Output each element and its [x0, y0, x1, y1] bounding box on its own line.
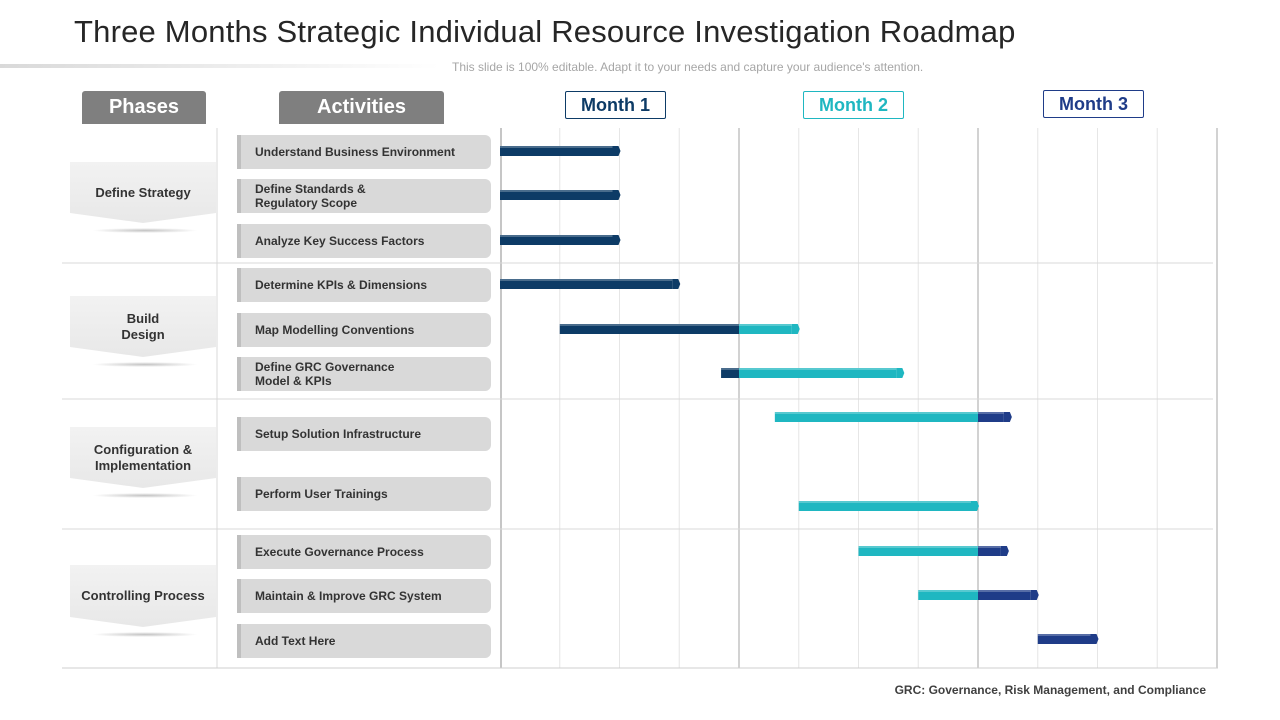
gantt-bar-segment	[918, 590, 978, 600]
gantt-bar	[774, 412, 1012, 422]
gantt-bar	[500, 235, 621, 245]
gantt-bar	[559, 324, 800, 334]
gantt-bar-arrow	[791, 324, 800, 334]
gantt-bar	[721, 368, 905, 378]
phase-shadow	[92, 228, 198, 233]
phase-shape	[70, 296, 216, 357]
footer-note: GRC: Governance, Risk Management, and Co…	[894, 683, 1206, 697]
gantt-bar-segment	[1037, 634, 1091, 644]
gantt-bar	[1037, 634, 1099, 644]
gantt-bar-arrow	[612, 146, 621, 156]
phase-shape	[70, 162, 216, 223]
activity-item: Analyze Key Success Factors	[237, 224, 491, 258]
subtitle: This slide is 100% editable. Adapt it to…	[452, 60, 924, 74]
phases-header: Phases	[82, 91, 206, 124]
gantt-bar-arrow	[1030, 590, 1039, 600]
phase-controlling-process: Controlling Process	[81, 588, 205, 603]
activity-item: Map Modelling Conventions	[237, 313, 491, 347]
activity-item: Maintain & Improve GRC System	[237, 579, 491, 613]
gantt-bar-arrow	[971, 501, 979, 511]
gantt-bar-segment	[858, 546, 978, 556]
gantt-bar	[500, 190, 621, 200]
gantt-bar-highlight	[500, 146, 613, 148]
month-3-header: Month 3	[1043, 90, 1144, 118]
gantt-bar-arrow	[612, 235, 621, 245]
gantt-bar-highlight	[500, 190, 613, 192]
phase-shape	[70, 565, 216, 627]
gantt-bar-arrow	[1090, 634, 1099, 644]
gantt-bar-highlight	[559, 324, 792, 326]
gantt-bar-segment	[500, 190, 613, 200]
gantt-bar-segment	[798, 501, 971, 511]
phase-shape	[70, 427, 216, 488]
gantt-bars	[500, 146, 1099, 644]
activity-item: Perform User Trainings	[237, 477, 491, 511]
gantt-bar	[500, 279, 681, 289]
chart-grid	[62, 128, 1218, 669]
gantt-bar-highlight	[721, 368, 897, 370]
gantt-bar-segment	[774, 412, 978, 422]
gantt-bar-highlight	[918, 590, 1031, 592]
phase-define-strategy: Define Strategy	[95, 185, 191, 200]
month-1-header: Month 1	[565, 91, 666, 119]
phase-shapes	[70, 162, 216, 627]
gantt-bar	[858, 546, 1009, 556]
gantt-bar	[918, 590, 1039, 600]
gantt-bar-arrow	[1000, 546, 1009, 556]
gantt-bar	[798, 501, 979, 511]
month-2-header: Month 2	[803, 91, 904, 119]
phase-shadow	[92, 493, 198, 498]
gantt-bar-segment	[978, 590, 1031, 600]
phase-configuration-implementation: Configuration & Implementation	[93, 442, 193, 473]
activity-item: Setup Solution Infrastructure	[237, 417, 491, 451]
gantt-bar-arrow	[612, 190, 621, 200]
gantt-bar-highlight	[798, 501, 971, 503]
gantt-bar-highlight	[1037, 634, 1091, 636]
gantt-bar-arrow	[896, 368, 905, 378]
gantt-bar-segment	[500, 279, 673, 289]
activities-header: Activities	[279, 91, 444, 124]
gantt-bar-segment	[559, 324, 739, 334]
gantt-bar-highlight	[500, 235, 613, 237]
gantt-bar-highlight	[774, 412, 1004, 414]
gantt-bar-segment	[739, 368, 897, 378]
gantt-bar-segment	[739, 324, 792, 334]
gantt-bar-segment	[978, 546, 1001, 556]
gantt-bar-arrow	[1003, 412, 1012, 422]
gantt-bar-segment	[978, 412, 1004, 422]
page-title: Three Months Strategic Individual Resour…	[74, 14, 1016, 49]
gantt-bar-arrow	[672, 279, 681, 289]
activity-item: Define GRC Governance Model & KPIs	[237, 357, 491, 391]
title-underline	[0, 64, 440, 68]
phase-shadow	[92, 632, 198, 637]
activity-item: Understand Business Environment	[237, 135, 491, 169]
activity-item: Define Standards & Regulatory Scope	[237, 179, 491, 213]
gantt-bar-segment	[500, 235, 613, 245]
activity-item: Execute Governance Process	[237, 535, 491, 569]
gantt-bar-segment	[500, 146, 613, 156]
phase-build-design: Build Design	[121, 311, 165, 342]
gantt-bar	[500, 146, 621, 156]
activity-item: Determine KPIs & Dimensions	[237, 268, 491, 302]
gantt-bar-highlight	[858, 546, 1001, 548]
gantt-bar-segment	[721, 368, 739, 378]
activity-item: Add Text Here	[237, 624, 491, 658]
gantt-bar-highlight	[500, 279, 673, 281]
phase-shadow	[92, 362, 198, 367]
